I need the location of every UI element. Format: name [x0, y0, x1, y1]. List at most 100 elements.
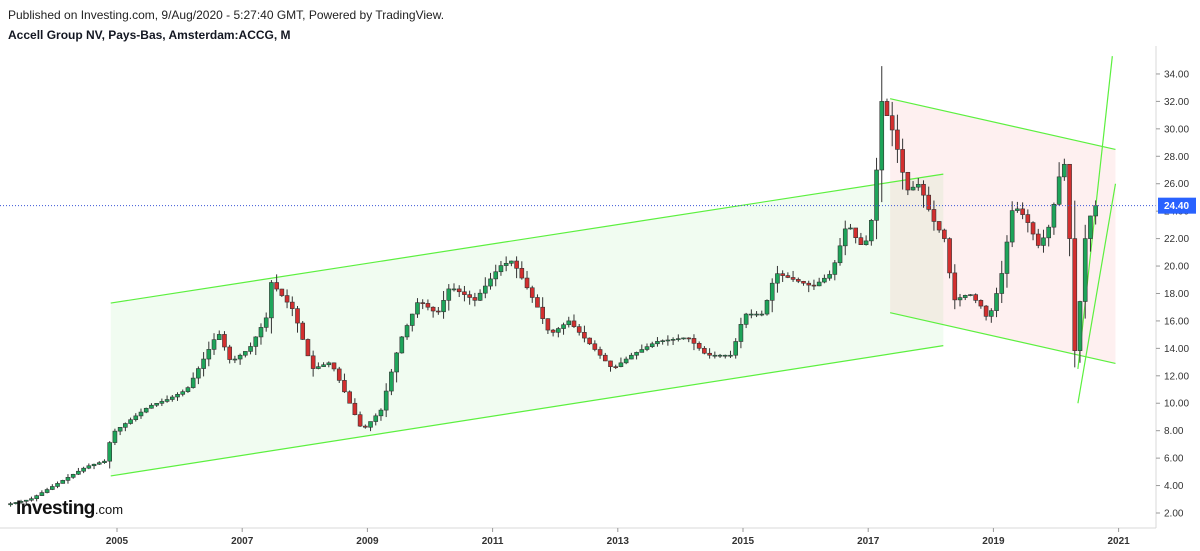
candle-down — [519, 268, 525, 279]
candle-up — [962, 295, 968, 298]
trendline-lower-up-channel[interactable] — [110, 345, 944, 477]
candle-down — [942, 229, 947, 239]
candle-up — [754, 313, 759, 316]
candle-up — [634, 352, 639, 356]
candle-down — [436, 310, 441, 313]
candle-up — [451, 288, 457, 291]
candle-down — [425, 303, 431, 308]
candle-up — [629, 354, 634, 360]
last-price-tag: 24.40 — [1158, 197, 1196, 214]
candle-up — [159, 401, 165, 404]
candle-down — [780, 273, 785, 276]
candle-up — [34, 495, 39, 499]
candle-down — [587, 337, 592, 345]
candle-up — [498, 265, 504, 273]
y-tick-label: 14.00 — [1164, 344, 1189, 355]
candle-up — [321, 364, 326, 367]
candle-up — [50, 486, 55, 490]
candle-up — [18, 501, 24, 503]
trendline-steep-lower[interactable] — [1077, 183, 1117, 404]
last-price-label: 24.40 — [1164, 201, 1189, 212]
candle-up — [488, 278, 493, 287]
candle-down — [973, 294, 978, 301]
candle-down — [347, 391, 352, 404]
candle-up — [1062, 163, 1067, 178]
candle-down — [889, 115, 895, 131]
y-axis[interactable]: 2.00 4.00 6.00 8.00 10.00 12.00 14.00 16.00 18.0… — [1156, 69, 1189, 520]
candle-up — [837, 245, 843, 264]
candle-up — [915, 183, 921, 188]
candle-up — [216, 334, 222, 340]
candle-up — [910, 186, 916, 191]
trendline-lower-down-channel[interactable] — [889, 312, 1116, 365]
candle-up — [128, 419, 133, 424]
candle-up — [649, 343, 655, 347]
candle-down — [1072, 238, 1078, 351]
candle-up — [102, 460, 107, 463]
candle-down — [289, 301, 295, 309]
candle-up — [670, 339, 676, 341]
candle-up — [112, 430, 118, 443]
candle-up — [164, 399, 170, 402]
candle-up — [1041, 237, 1046, 246]
candle-down — [811, 284, 817, 287]
logo-text: Investing — [16, 498, 95, 519]
candle-up — [655, 341, 660, 345]
candle-down — [305, 339, 311, 357]
candle-down — [467, 294, 472, 298]
y-tick-label: 16.00 — [1164, 316, 1189, 327]
x-tick-label: 2007 — [231, 536, 254, 547]
candle-down — [582, 332, 587, 339]
trendline-upper-down-channel[interactable] — [889, 98, 1116, 151]
trendline-upper-up-channel[interactable] — [110, 173, 944, 304]
candle-down — [524, 277, 530, 289]
candle-up — [206, 349, 212, 360]
candle-down — [785, 275, 791, 278]
candle-up — [477, 292, 483, 301]
last-price-tag-box — [1158, 197, 1196, 214]
candle-up — [81, 467, 86, 472]
candle-down — [597, 349, 603, 356]
candle-up — [326, 362, 332, 366]
candle-down — [602, 354, 608, 362]
x-tick-label: 2013 — [607, 536, 630, 547]
candle-down — [905, 171, 911, 191]
candle-up — [566, 320, 572, 326]
candle-up — [842, 228, 848, 247]
candle-up — [879, 101, 885, 171]
candle-down — [550, 329, 556, 333]
candle-down — [456, 288, 462, 293]
y-tick-label: 10.00 — [1164, 399, 1189, 410]
y-tick-label: 8.00 — [1164, 426, 1184, 437]
candle-up — [509, 260, 514, 264]
candle-up — [378, 409, 384, 417]
candle-up — [493, 271, 499, 280]
y-tick-label: 18.00 — [1164, 289, 1189, 300]
candle-up — [832, 262, 838, 275]
candle-up — [644, 346, 650, 350]
candle-up — [123, 423, 128, 428]
candle-up — [743, 313, 749, 325]
candle-up — [999, 273, 1005, 294]
candle-down — [274, 282, 279, 290]
y-tick-label: 12.00 — [1164, 371, 1189, 382]
y-tick-label: 20.00 — [1164, 262, 1189, 273]
candle-down — [1025, 214, 1031, 223]
candle-up — [201, 358, 206, 369]
symbol-title: Accell Group NV, Pays-Bas, Amsterdam:ACC… — [8, 28, 291, 42]
candle-up — [1009, 210, 1015, 243]
candle-up — [211, 339, 217, 350]
candle-down — [284, 295, 290, 303]
candle-up — [76, 470, 81, 475]
candle-down — [702, 347, 707, 354]
candle-down — [707, 352, 712, 356]
candle-down — [952, 272, 958, 301]
candle-up — [243, 351, 248, 356]
candle-up — [1051, 204, 1057, 228]
candle-up — [1015, 208, 1020, 211]
candle-up — [96, 462, 102, 465]
candles — [8, 66, 1098, 507]
x-axis[interactable]: 2005 2007 2009 2011 2013 2015 2017 2019 2021 — [106, 528, 1130, 547]
candle-up — [827, 274, 832, 279]
